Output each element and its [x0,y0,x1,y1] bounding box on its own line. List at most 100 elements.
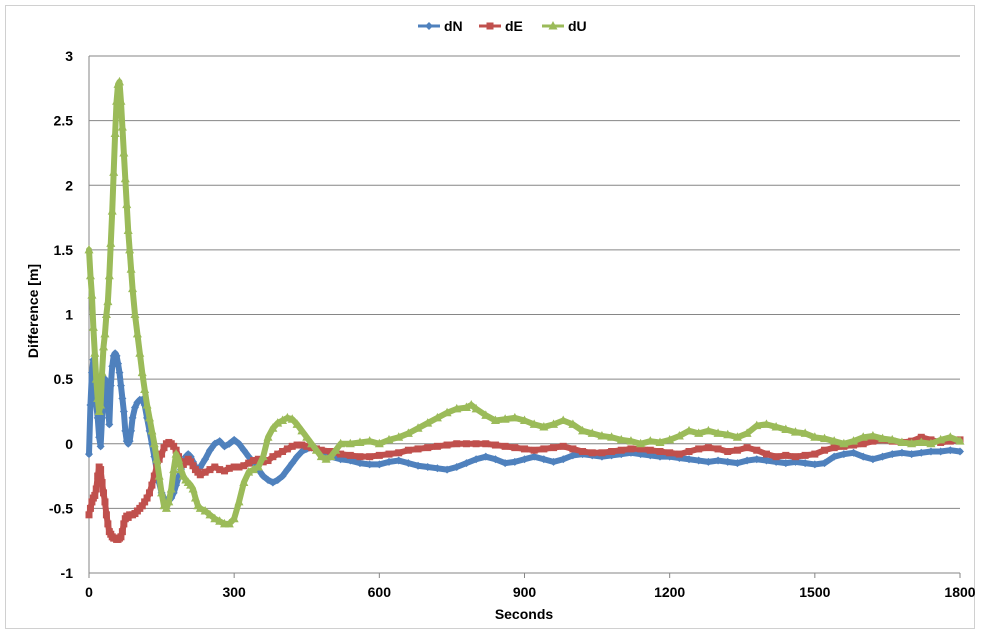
data-point [327,448,335,456]
data-point [176,464,186,474]
data-point [355,437,365,446]
x-tick-label: 1800 [944,584,975,600]
data-point [200,505,210,515]
data-point [142,399,152,409]
data-point [491,441,499,449]
data-point [404,446,412,454]
data-point [107,206,117,215]
data-point [122,199,132,209]
data-point [273,418,283,427]
data-point [148,481,156,489]
data-point [500,414,510,423]
data-point [293,452,302,461]
data-point [174,454,184,463]
y-tick-label: -0.5 [49,500,73,516]
data-point [839,438,849,448]
data-point [119,407,128,416]
data-point [240,462,248,470]
data-point [116,381,125,390]
y-axis-title: Difference [m] [25,264,41,358]
data-point [195,503,205,512]
data-point [215,516,225,525]
series-dN [85,349,964,505]
data-point [800,428,810,437]
data-point [685,448,693,456]
data-point [125,244,135,254]
data-point [93,393,103,403]
data-point [588,449,596,457]
data-point [501,459,510,468]
data-point [346,451,354,459]
data-point [88,498,96,506]
data-point [375,460,384,469]
legend-label: dN [444,18,463,34]
data-point [859,452,868,461]
data-point [714,445,722,453]
data-point [121,426,130,435]
data-point [627,445,635,453]
data-point [239,477,249,487]
data-point [850,441,858,449]
data-point [292,419,302,428]
data-point [385,450,393,458]
data-point [501,442,509,450]
data-point [205,509,215,519]
data-point [694,428,704,437]
legend-item-dE: dE [479,18,523,34]
data-point [471,403,481,413]
legend-item-dU: dU [542,18,587,34]
data-point [269,453,277,461]
data-point [135,348,145,357]
data-point [298,441,306,449]
data-point [936,447,945,456]
data-point [161,503,171,512]
data-point [229,513,239,523]
data-point [128,413,137,422]
data-point [549,457,558,466]
data-point [521,445,528,453]
data-point [239,446,248,455]
data-point [616,434,626,444]
data-point [723,429,733,439]
data-point [558,415,568,424]
data-point [225,464,233,472]
data-point [433,464,442,473]
data-point [114,359,123,368]
data-point [144,412,154,422]
data-point [157,487,167,497]
data-point [365,436,375,445]
data-point [878,452,887,461]
data-point [790,427,800,436]
data-point [704,457,713,466]
data-point [878,433,888,443]
data-point [117,533,125,541]
data-point [733,459,742,468]
data-point [234,496,244,506]
data-point [404,459,413,468]
data-point [288,459,297,468]
x-axis-title: Seconds [495,606,554,622]
data-point [821,446,829,454]
data-point [143,494,151,502]
data-point [733,446,741,454]
data-point [160,444,168,452]
data-point [91,374,101,383]
data-point [395,449,403,457]
data-point [112,351,121,360]
data-point [101,309,111,318]
data-point [597,430,607,440]
data-point [732,432,742,441]
data-point [550,444,558,452]
data-point [946,446,955,455]
data-point [206,466,214,474]
data-point [955,436,965,445]
data-point [791,453,799,461]
data-point [96,442,105,451]
data-point [820,433,830,443]
data-point [120,173,130,183]
data-point [93,413,102,422]
data-point [120,520,128,528]
data-point [85,511,93,519]
data-point [85,450,93,459]
data-point [646,446,654,454]
